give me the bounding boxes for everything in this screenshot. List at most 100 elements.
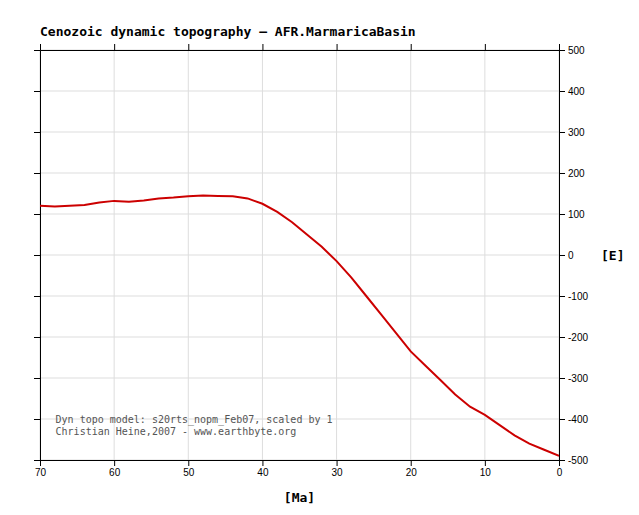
tick-mark (559, 419, 565, 420)
x-axis: 70 60 50 40 30 20 10 0 (35, 460, 563, 478)
tick (34, 173, 40, 174)
tick-mark (411, 44, 412, 50)
y-axis-left-line (34, 51, 41, 461)
tick: 70 (35, 460, 47, 478)
tick (411, 44, 412, 50)
tick-mark (34, 460, 40, 461)
tick-mark (559, 44, 560, 50)
tick-mark (34, 255, 40, 256)
tick: 50 (183, 460, 195, 478)
tick-mark (188, 44, 189, 50)
tick-label: -300 (568, 373, 588, 384)
tick (559, 44, 560, 50)
tick: 30 (332, 460, 344, 478)
tick-mark (34, 50, 40, 51)
tick (34, 214, 40, 215)
tick (34, 419, 40, 420)
annotation: Dyn topo model: s20rts_nopm_Feb07, scale… (56, 414, 333, 426)
tick-mark (559, 378, 565, 379)
tick-label: 50 (183, 467, 195, 478)
tick-mark (559, 255, 565, 256)
tick-label: -200 (568, 332, 588, 343)
tick (34, 378, 40, 379)
x-axis-top (41, 44, 560, 51)
x-axis-line (41, 461, 560, 467)
tick: 0 (557, 460, 563, 478)
tick-mark (34, 378, 40, 379)
tick-label: 10 (480, 467, 492, 478)
tick-mark (559, 50, 565, 51)
grid-line-y (40, 378, 559, 379)
tick-label: 200 (568, 168, 585, 179)
tick-label: 100 (568, 209, 585, 220)
tick: -400 (559, 414, 588, 425)
tick: -200 (559, 332, 588, 343)
tick (34, 50, 40, 51)
tick: 400 (559, 86, 585, 97)
tick-label: -100 (568, 291, 588, 302)
tick: 200 (559, 168, 585, 179)
tick-mark (34, 214, 40, 215)
tick-label: 0 (568, 250, 574, 261)
tick-mark (114, 44, 115, 50)
marks (40, 196, 559, 456)
tick-mark (34, 173, 40, 174)
grid-line-y (40, 337, 559, 338)
tick: 60 (109, 460, 121, 478)
tick-mark (34, 91, 40, 92)
tick-mark (559, 214, 565, 215)
tick-label: -400 (568, 414, 588, 425)
tick (114, 44, 115, 50)
y-axis-title: [E] (601, 248, 624, 263)
tick-label: 40 (257, 467, 269, 478)
tick: 100 (559, 209, 585, 220)
tick: 20 (406, 460, 418, 478)
grid-line-y (40, 296, 559, 297)
grid-line-y (40, 255, 559, 256)
tick-mark (262, 460, 263, 466)
tick-mark (411, 460, 412, 466)
tick-mark (337, 44, 338, 50)
tick-mark (34, 419, 40, 420)
tick-mark (559, 91, 565, 92)
tick-mark (559, 296, 565, 297)
tick-mark (559, 173, 565, 174)
tick-mark (114, 460, 115, 466)
tick-mark (559, 460, 565, 461)
tick: 500 (559, 45, 585, 56)
tick-mark (559, 132, 565, 133)
tick (40, 44, 41, 50)
grid-line-y (40, 173, 559, 174)
tick (34, 296, 40, 297)
x-axis-top-line (41, 44, 560, 51)
y-axis-line (560, 51, 566, 461)
tick-mark (34, 132, 40, 133)
tick (34, 91, 40, 92)
tick-mark (485, 44, 486, 50)
y-axis-left (34, 51, 41, 461)
tick-label: 0 (557, 467, 563, 478)
tick: -300 (559, 373, 588, 384)
grid-line-y (40, 132, 559, 133)
tick-label: 30 (332, 467, 344, 478)
tick-mark (559, 337, 565, 338)
tick (188, 44, 189, 50)
tick: -100 (559, 291, 588, 302)
title: Cenozoic dynamic topography – AFR.Marmar… (40, 24, 416, 39)
y-axis: -500 -400 -300 -200 -100 0 100 200 300 400 500 (559, 45, 588, 466)
tick-label: 300 (568, 127, 585, 138)
tick (262, 44, 263, 50)
tick (34, 337, 40, 338)
tick (34, 132, 40, 133)
chart: 706050403020100-500-400-300-200-10001002… (0, 0, 639, 515)
tick-label: 500 (568, 45, 585, 56)
tick: 10 (480, 460, 492, 478)
tick-label: 20 (406, 467, 418, 478)
grid-line-y (40, 214, 559, 215)
tick-label: -500 (568, 455, 588, 466)
tick: 300 (559, 127, 585, 138)
grid (40, 50, 559, 460)
grid-line-y (40, 91, 559, 92)
tick-mark (188, 460, 189, 466)
tick-mark (337, 460, 338, 466)
